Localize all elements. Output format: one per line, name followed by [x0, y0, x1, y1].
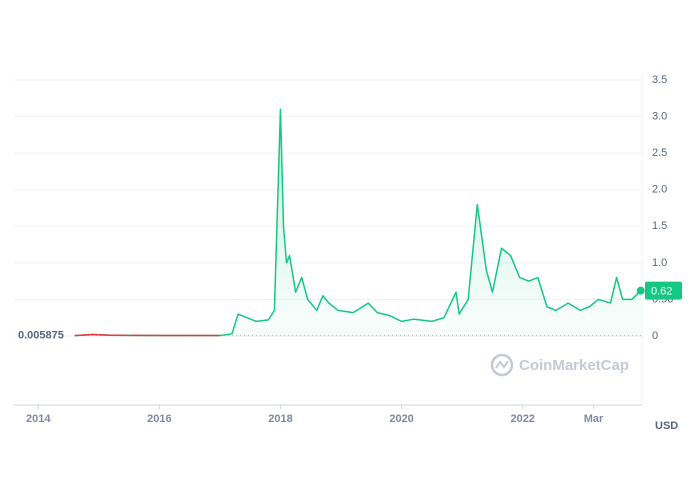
baseline-label: 0.005875 [18, 329, 64, 341]
x-tick-label: 2014 [26, 413, 51, 425]
watermark: CoinMarketCap [519, 357, 629, 374]
price-line-down [74, 333, 93, 337]
y-tick-label: 3.5 [652, 74, 667, 86]
last-point [636, 286, 645, 295]
y-tick-label: 3.0 [652, 110, 667, 122]
price-tag-label: 0.62 [651, 286, 672, 298]
y-tick-label: 1.5 [652, 220, 667, 232]
currency-label: USD [655, 420, 678, 432]
x-tick-label: 2020 [389, 413, 413, 425]
y-tick-label: 2.0 [652, 184, 667, 196]
y-tick-label: 1.0 [652, 257, 667, 269]
x-tick-label: 2022 [510, 413, 534, 425]
y-tick-label: 2.5 [652, 147, 667, 159]
area [74, 109, 641, 336]
price-tag [645, 281, 682, 300]
price-line-down [92, 333, 111, 337]
x-tick-label: Mar [584, 413, 604, 425]
x-tick-label: 2016 [147, 413, 171, 425]
x-tick-label: 2018 [268, 413, 292, 425]
y-tick-label: 0 [652, 330, 658, 342]
watermark-logo [490, 353, 514, 377]
price-line [74, 108, 642, 337]
